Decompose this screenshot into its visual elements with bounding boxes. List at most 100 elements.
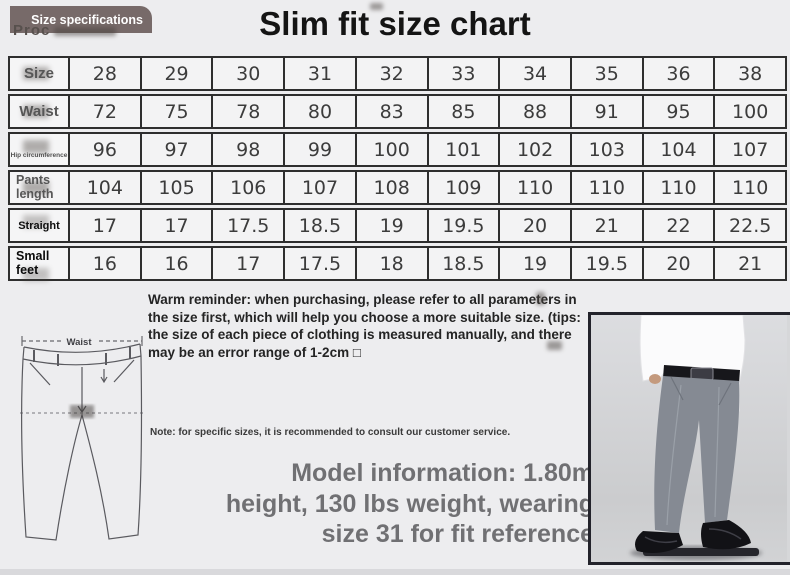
table-cell: 109: [426, 170, 501, 205]
shoe-highlights: [644, 528, 742, 544]
pants-line-diagram: Waist: [20, 335, 144, 541]
table-cell: 34: [498, 56, 572, 91]
table-cell: 105: [139, 170, 214, 205]
table-cell: 17: [68, 208, 142, 243]
page-title: Slim fit size chart: [259, 5, 531, 42]
table-cell: 35: [569, 56, 644, 91]
watermark-smudge: [536, 292, 545, 305]
table-cell: 72: [68, 94, 142, 129]
model-photo-art: [591, 314, 787, 562]
waist-label-backing: [62, 335, 96, 347]
right-shoe: [701, 520, 751, 550]
table-cell: 102: [498, 132, 572, 167]
row-header-waist: Waist: [8, 94, 70, 129]
table-cell: 104: [68, 170, 142, 205]
pants-outline: [20, 336, 144, 541]
table-cell: 18: [354, 246, 429, 281]
hand: [649, 374, 661, 384]
row-header-straight: Straight: [8, 208, 70, 243]
table-cell: 29: [139, 56, 214, 91]
table-cell: 100: [354, 132, 429, 167]
table-row: Size 28 29 30 31 32 33 34 35 36 38: [8, 56, 788, 91]
model-information-text: Model information: 1.80m height, 130 lbs…: [170, 458, 594, 550]
table-cell: 91: [569, 94, 644, 129]
table-cell: 28: [68, 56, 142, 91]
watermark-smudge: [54, 27, 116, 36]
diagram-waist-label: Waist: [67, 337, 93, 348]
table-cell: 19.5: [569, 246, 644, 281]
trouser-creases: [666, 384, 720, 526]
row-header-label: Waist: [19, 103, 59, 120]
table-cell: 32: [354, 56, 429, 91]
hip-label-smudge: [70, 405, 94, 418]
table-cell: 101: [426, 132, 501, 167]
model-info-line: height, 130 lbs weight, wearing: [225, 489, 594, 518]
table-row: Straight 17 17 17.5 18.5 19 19.5 20 21 2…: [8, 208, 788, 243]
table-cell: 107: [283, 170, 357, 205]
model-info-line: Model information: 1.80m: [291, 459, 594, 487]
row-header-label: Size: [23, 65, 54, 82]
row-header-label: Hip circumference: [10, 151, 68, 159]
table-cell: 17: [139, 208, 214, 243]
table-cell: 100: [713, 94, 788, 129]
table-cell: 96: [68, 132, 142, 167]
table-cell: 83: [354, 94, 429, 129]
table-cell: 95: [641, 94, 716, 129]
model-info-line: size 31 for fit reference: [321, 520, 594, 548]
table-cell: 19: [354, 208, 429, 243]
table-cell: 110: [498, 170, 572, 205]
table-cell: 103: [569, 132, 644, 167]
table-cell: 18.5: [283, 208, 357, 243]
model-photo: [588, 312, 790, 565]
size-table: Size 28 29 30 31 32 33 34 35 36 38 Waist…: [8, 56, 788, 284]
table-cell: 85: [426, 94, 501, 129]
table-cell: 17.5: [211, 208, 286, 243]
watermark-smudge: [370, 3, 383, 10]
table-cell: 30: [211, 56, 286, 91]
table-cell: 21: [713, 246, 788, 281]
table-row: Pants length 104 105 106 107 108 109 110…: [8, 170, 788, 205]
table-row: Waist 72 75 78 80 83 85 88 91 95 100: [8, 94, 788, 129]
table-cell: 22: [641, 208, 716, 243]
trouser-pockets: [670, 376, 732, 406]
table-cell: 16: [139, 246, 214, 281]
watermark-text: Proc: [13, 22, 51, 39]
table-cell: 33: [426, 56, 501, 91]
table-cell: 78: [211, 94, 286, 129]
row-header-hip-circumference: Hip circumference: [8, 132, 70, 167]
table-cell: 110: [713, 170, 788, 205]
row-header-label: Small feet: [16, 249, 50, 277]
table-cell: 104: [641, 132, 716, 167]
table-cell: 19.5: [426, 208, 501, 243]
table-cell: 75: [139, 94, 214, 129]
table-cell: 107: [713, 132, 788, 167]
row-header-small-feet: Small feet: [8, 246, 70, 281]
table-cell: 19: [498, 246, 572, 281]
customer-service-note: Note: for specific sizes, it is recommen…: [150, 427, 511, 438]
row-header-label: Straight: [18, 219, 60, 232]
table-cell: 97: [139, 132, 214, 167]
table-cell: 38: [713, 56, 788, 91]
row-header-size: Size: [8, 56, 70, 91]
table-cell: 21: [569, 208, 644, 243]
table-cell: 17.5: [283, 246, 357, 281]
table-row: Hip circumference 96 97 98 99 100 101 10…: [8, 132, 788, 167]
table-cell: 18.5: [426, 246, 501, 281]
table-cell: 17: [211, 246, 286, 281]
table-cell: 108: [354, 170, 429, 205]
watermark-smudge: [547, 341, 562, 350]
table-cell: 110: [569, 170, 644, 205]
warm-reminder-text: Warm reminder: when purchasing, please r…: [148, 292, 581, 360]
table-cell: 20: [641, 246, 716, 281]
table-cell: 16: [68, 246, 142, 281]
page-bottom-strip: [0, 569, 790, 575]
table-cell: 36: [641, 56, 716, 91]
table-cell: 31: [283, 56, 357, 91]
row-header-label: Pants length: [16, 173, 54, 201]
table-cell: 110: [641, 170, 716, 205]
table-cell: 88: [498, 94, 572, 129]
floor-shadow-strip: [643, 548, 759, 556]
table-cell: 20: [498, 208, 572, 243]
table-cell: 98: [211, 132, 286, 167]
